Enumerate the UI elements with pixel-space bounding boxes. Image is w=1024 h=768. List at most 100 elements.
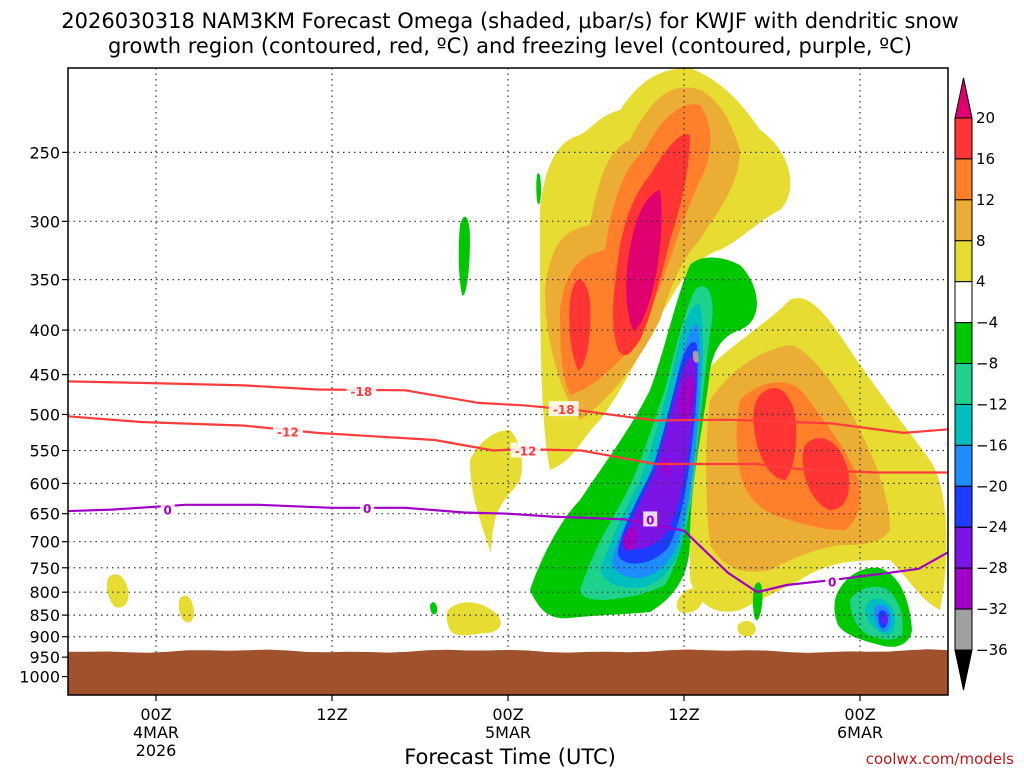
- contour-label: -12: [277, 425, 299, 439]
- contour-label-background: [360, 499, 375, 515]
- x-tick-label: 6MAR: [837, 723, 883, 742]
- x-tick-label: 12Z: [316, 705, 347, 724]
- contour-label: 0: [164, 504, 172, 518]
- colorbar-level-label: −4: [976, 314, 998, 332]
- omega-area-negative: [624, 356, 696, 550]
- y-tick-label: 800: [29, 583, 60, 602]
- colorbar-swatch: [954, 403, 973, 446]
- contour-label-background: [510, 442, 541, 458]
- y-tick-label: 600: [29, 474, 60, 493]
- colorbar-level-label: −16: [976, 436, 1008, 454]
- omega-area-negative: [679, 376, 695, 422]
- contour-label-background: [825, 573, 840, 589]
- colorbar-swatch: [954, 158, 973, 201]
- omega-area-negative: [458, 216, 470, 296]
- omega-area-negative: [662, 458, 671, 475]
- x-axis-label: Forecast Time (UTC): [404, 745, 616, 768]
- contour-label: -18: [350, 385, 372, 399]
- contour-label: -18: [553, 403, 575, 417]
- y-tick-label: 850: [29, 606, 60, 625]
- x-tick-label: 00Z: [492, 705, 523, 724]
- omega-shading: -18 -18 -12 -12 0 0 0 0: [68, 68, 948, 695]
- colorbar-level-label: 20: [976, 109, 995, 127]
- terrain-below-ground: [68, 649, 948, 695]
- colorbar-level-label: 16: [976, 150, 995, 168]
- y-tick-label: 650: [29, 505, 60, 524]
- omega-area-negative: [692, 350, 700, 363]
- contour-label-background: [273, 423, 303, 439]
- y-tick-label: 550: [29, 442, 60, 461]
- colorbar-swatch: [954, 322, 973, 365]
- freezing-level-contour: [68, 503, 948, 594]
- plot-area: -18 -18 -12 -12 0 0 0 0 250 300 350 400 450 500 550 60…: [19, 67, 949, 760]
- y-tick-label: 500: [29, 405, 60, 424]
- colorbar-swatch-bottom-triangle: [954, 649, 973, 691]
- omega-area-positive: [802, 438, 850, 510]
- colorbar-level-label: 8: [976, 232, 986, 250]
- colorbar-level-label: −32: [976, 600, 1008, 618]
- contour-label: 0: [363, 502, 371, 516]
- y-tick-label: 900: [29, 628, 60, 647]
- colorbar: 20 16 12 8 4 −4 −8 −12 −16 −20 −24 −28 −32 −36: [954, 77, 1008, 691]
- omega-area-positive: [106, 574, 129, 608]
- colorbar-level-label: −8: [976, 355, 998, 373]
- y-tick-label: 750: [29, 559, 60, 578]
- colorbar-level-label: −20: [976, 477, 1008, 495]
- y-tick-label: 350: [29, 271, 60, 290]
- temperature-contours: -18 -18 -12 -12 0 0 0 0: [68, 380, 948, 594]
- omega-area-positive: [446, 602, 501, 636]
- omega-area-negative: [882, 614, 887, 624]
- chart-title-line-1: 2026030318 NAM3KM Forecast Omega (shaded…: [61, 9, 958, 33]
- y-axis-ticks: 250 300 350 400 450 500 550 600 650 700 750 800 850 9…: [19, 143, 68, 687]
- colorbar-swatch-top-triangle: [954, 77, 973, 119]
- x-tick-label: 4MAR: [133, 723, 179, 742]
- colorbar-level-label: 4: [976, 273, 986, 291]
- colorbar-swatch: [954, 363, 973, 405]
- omega-area-positive: [753, 387, 797, 480]
- x-tick-label: 00Z: [140, 705, 171, 724]
- x-tick-label: 5MAR: [485, 723, 531, 742]
- y-tick-label: 700: [29, 533, 60, 552]
- colorbar-swatch: [954, 117, 973, 160]
- contour-label-background: [346, 383, 377, 399]
- y-tick-label: 950: [29, 648, 60, 667]
- colorbar-swatch: [954, 526, 973, 569]
- y-tick-label: 300: [29, 212, 60, 231]
- colorbar-level-label: 12: [976, 191, 995, 209]
- y-tick-label: 450: [29, 366, 60, 385]
- colorbar-level-label: −12: [976, 395, 1008, 413]
- contour-label-background: [548, 401, 579, 417]
- credit-text: coolwx.com/models: [866, 750, 1014, 768]
- omega-area-positive: [626, 190, 662, 330]
- y-tick-label: 250: [29, 143, 60, 162]
- colorbar-swatch: [954, 485, 973, 528]
- colorbar-swatch: [954, 567, 973, 610]
- omega-area-positive: [569, 279, 591, 370]
- contour-label-background: [160, 501, 175, 517]
- colorbar-swatch: [954, 199, 973, 242]
- chart-title-line-2: growth region (contoured, red, ºC) and f…: [108, 34, 912, 58]
- colorbar-swatch: [954, 281, 973, 324]
- omega-area-positive: [470, 430, 522, 553]
- y-tick-label: 1000: [19, 668, 60, 687]
- contour-label: -12: [515, 445, 537, 459]
- colorbar-level-label: −36: [976, 641, 1008, 659]
- colorbar-swatch: [954, 444, 973, 487]
- omega-area-positive: [676, 588, 703, 613]
- colorbar-swatch: [954, 608, 973, 651]
- omega-area-positive: [178, 595, 194, 623]
- x-tick-label: 2026: [136, 741, 177, 760]
- omega-area-negative: [536, 173, 541, 205]
- y-tick-label: 400: [29, 321, 60, 340]
- contour-label: 0: [646, 513, 654, 527]
- dgz-contour-line: [68, 380, 948, 434]
- omega-area-positive: [737, 620, 756, 637]
- x-tick-label: 00Z: [844, 705, 875, 724]
- x-tick-label: 12Z: [668, 705, 699, 724]
- colorbar-level-label: −24: [976, 518, 1008, 536]
- colorbar-swatch: [954, 240, 973, 283]
- contour-label: 0: [828, 576, 836, 590]
- omega-area-negative: [622, 526, 638, 551]
